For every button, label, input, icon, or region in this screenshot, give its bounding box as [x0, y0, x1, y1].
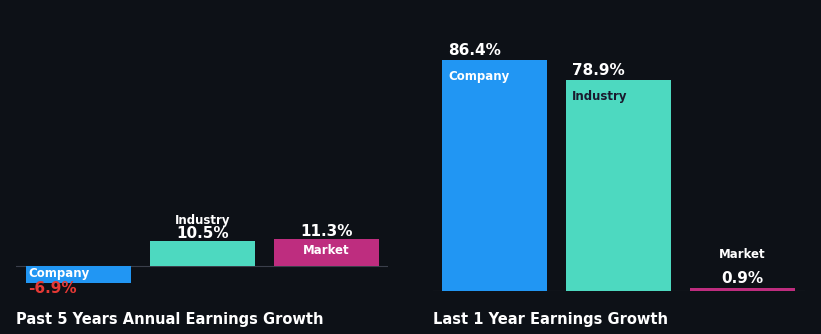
Text: 11.3%: 11.3% — [300, 223, 352, 238]
Bar — [442, 60, 548, 291]
Text: -6.9%: -6.9% — [28, 281, 77, 296]
Bar — [149, 241, 255, 266]
Text: Market: Market — [719, 248, 766, 262]
Text: 78.9%: 78.9% — [572, 63, 625, 78]
Bar — [25, 266, 131, 283]
Bar — [566, 80, 672, 291]
Text: Company: Company — [448, 70, 510, 84]
Text: Past 5 Years Annual Earnings Growth: Past 5 Years Annual Earnings Growth — [16, 312, 324, 327]
Text: Company: Company — [28, 267, 89, 280]
Text: Last 1 Year Earnings Growth: Last 1 Year Earnings Growth — [433, 312, 667, 327]
Text: 10.5%: 10.5% — [176, 225, 228, 240]
Text: 0.9%: 0.9% — [722, 271, 764, 286]
Text: Market: Market — [303, 244, 350, 257]
Bar — [690, 288, 796, 291]
Text: Industry: Industry — [175, 214, 230, 227]
Text: Industry: Industry — [572, 91, 628, 104]
Text: 86.4%: 86.4% — [448, 43, 501, 58]
Bar — [273, 239, 379, 266]
